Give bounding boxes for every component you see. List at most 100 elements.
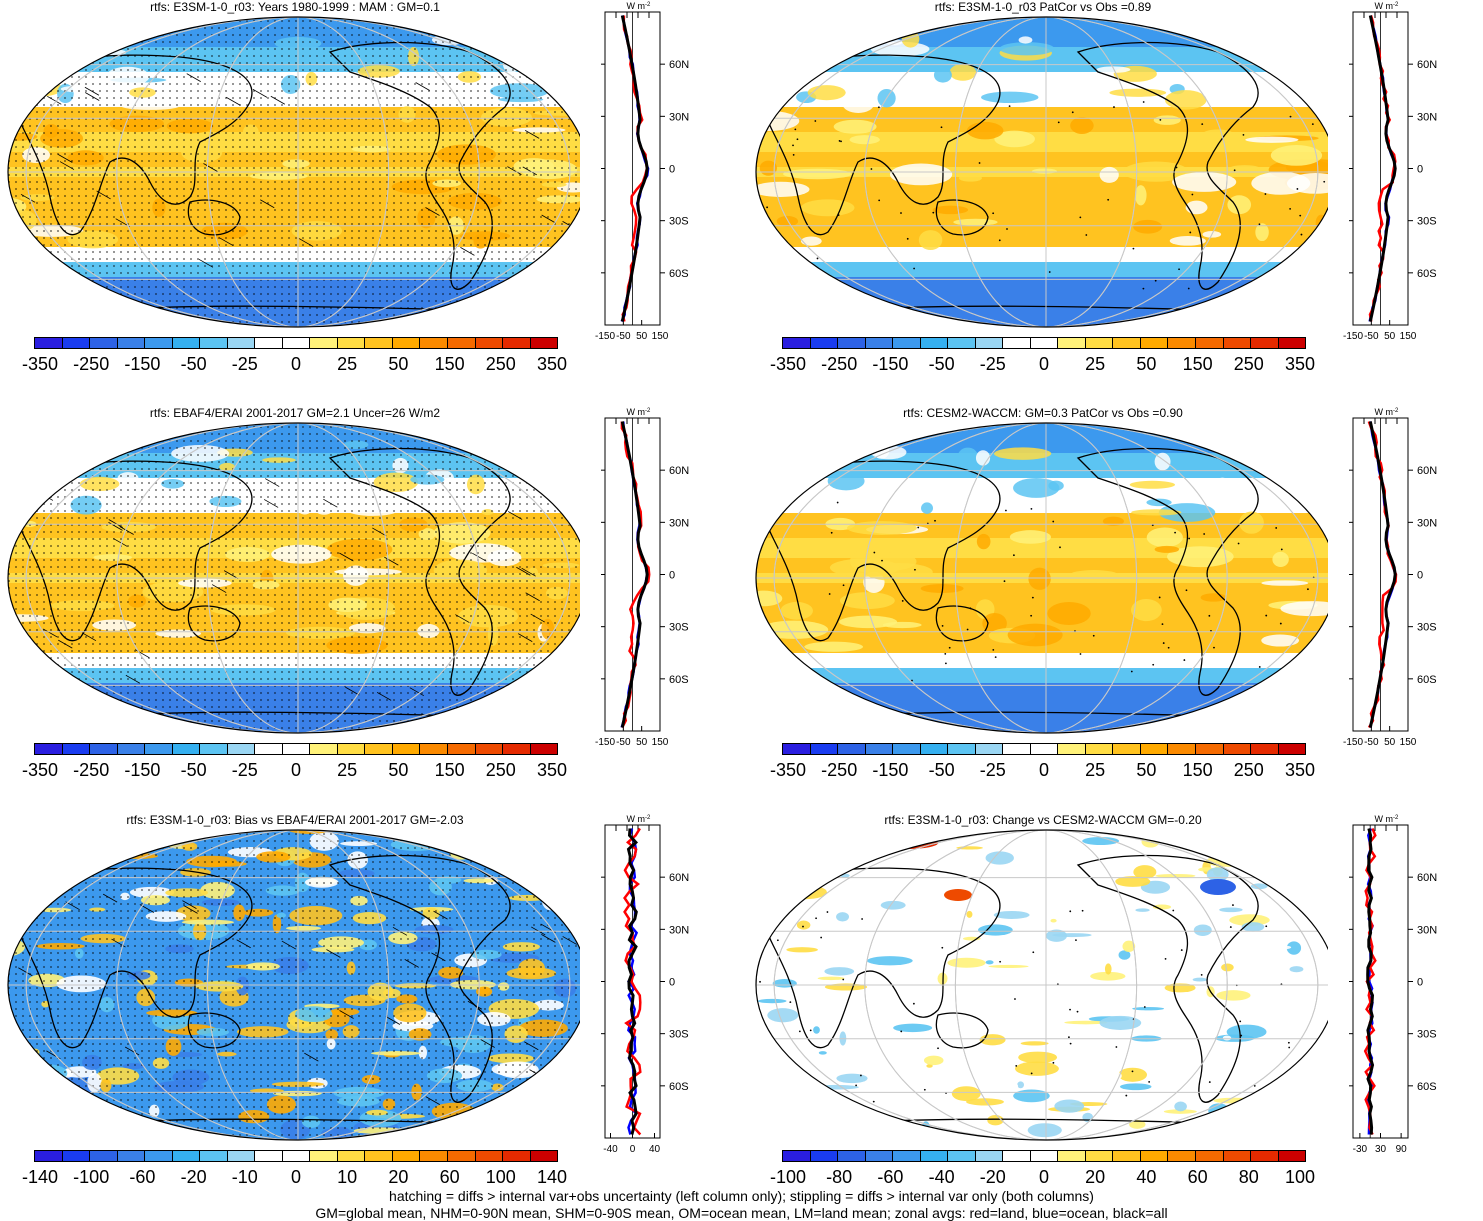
panel-title: rtfs: E3SM-1-0_r03: Change vs CESM2-WACC…	[884, 813, 1202, 827]
colorbar-label: 150	[434, 354, 465, 374]
lat-tick-label: 30N	[669, 111, 689, 123]
colorbar-swatch	[200, 1151, 228, 1161]
colorbar-swatch	[35, 1151, 63, 1161]
colorbar-label: -25	[231, 760, 258, 780]
zonal-tick-label: 30	[1375, 1144, 1387, 1155]
colorbar-swatch	[1168, 338, 1196, 348]
colorbar-label: -50	[928, 760, 955, 780]
lat-tick-label: 60S	[669, 1081, 689, 1093]
zonal-tick-label: 0	[630, 1144, 636, 1155]
colorbar-swatch	[920, 1151, 949, 1161]
colorbar-label: -150	[872, 760, 909, 780]
colorbar-label: 50	[388, 354, 409, 374]
lat-tick-label: 0	[1417, 977, 1423, 989]
zonal-unit-label: W m-2	[627, 407, 651, 417]
lat-tick-label: 0	[1417, 164, 1423, 176]
colorbar-swatch	[337, 1151, 366, 1161]
colorbar-label: 350	[536, 354, 568, 374]
colorbar-swatch	[282, 1151, 311, 1161]
colorbar-labels: -350 -250 -150 -50 -25 0 25 50 150 250 350	[22, 760, 567, 782]
lat-tick-label: 30S	[669, 1029, 689, 1041]
lat-tick-label: 60N	[1417, 465, 1437, 477]
colorbar-swatch	[1251, 338, 1279, 348]
colorbar-swatch	[810, 338, 839, 348]
colorbar-swatch	[810, 744, 839, 754]
colorbar-label: 0	[1038, 760, 1050, 780]
colorbar-swatch	[172, 1151, 201, 1161]
colorbar-swatch	[1278, 744, 1306, 754]
lat-tick-label: 60S	[1417, 674, 1437, 686]
all-zonal-line	[620, 421, 649, 728]
land-zonal-line	[621, 15, 649, 322]
colorbar-label: -60	[877, 1167, 904, 1187]
lat-tick-label: 60N	[669, 465, 689, 477]
zonal-tick-label: 150	[652, 737, 669, 748]
zonal-tick-label: -150	[595, 737, 615, 748]
zonal-tick-label: 150	[1400, 331, 1417, 342]
map-panel: rtfs: CESM2-WACCM: GM=0.3 PatCor vs Obs …	[748, 406, 1483, 811]
lat-tick-label: 60S	[669, 674, 689, 686]
zonal-average-plot: 60N 30N 0 30S 60S W m-2 -40 0 40	[601, 814, 689, 1155]
land-zonal-line	[1368, 15, 1397, 322]
colorbar-label: -50	[928, 354, 955, 374]
colorbar-swatch	[420, 1151, 448, 1161]
colorbar-label: -250	[821, 760, 858, 780]
colorbar-swatch	[975, 744, 1004, 754]
colorbar-swatch	[1195, 338, 1224, 348]
colorbar-swatch	[392, 1151, 421, 1161]
colorbar-label: -150	[124, 354, 161, 374]
colorbar-swatch	[948, 338, 976, 348]
colorbar-swatch	[1140, 338, 1169, 348]
map-projection	[7, 16, 580, 328]
map-panel: rtfs: EBAF4/ERAI 2001-2017 GM=2.1 Uncer=…	[0, 406, 740, 811]
colorbar	[34, 743, 558, 755]
lat-tick-label: 30S	[1417, 216, 1437, 228]
colorbar-label: -150	[872, 354, 909, 374]
zonal-tick-label: -150	[1343, 331, 1363, 342]
colorbar-swatch	[420, 338, 448, 348]
lat-tick-label: 30N	[669, 924, 689, 936]
colorbar-label: 60	[439, 1167, 460, 1187]
zonal-tick-label: -150	[595, 331, 615, 342]
zonal-tick-label: -50	[616, 737, 631, 748]
colorbar-swatch	[310, 338, 338, 348]
colorbar-label: 25	[1085, 354, 1106, 374]
colorbar-labels: -100 -80 -60 -40 -20 0 20 40 60 80 100	[770, 1167, 1315, 1189]
colorbar-label: 100	[485, 1167, 516, 1187]
colorbar-label: 0	[1038, 1167, 1050, 1187]
colorbar-swatch	[503, 1151, 531, 1161]
panel-title: rtfs: E3SM-1-0_r03: Bias vs EBAF4/ERAI 2…	[126, 813, 464, 827]
map-projection	[7, 829, 580, 1141]
colorbar-swatch	[117, 744, 146, 754]
colorbar-swatch	[1140, 744, 1169, 754]
ocean-zonal-line	[620, 421, 649, 728]
colorbar-swatch	[1085, 338, 1114, 348]
colorbar-label: 25	[337, 354, 358, 374]
colorbar-swatch	[35, 338, 63, 348]
colorbar-swatch	[392, 338, 421, 348]
colorbar-label: -80	[826, 1167, 853, 1187]
colorbar-swatch	[117, 1151, 146, 1161]
colorbar-label: 250	[1233, 354, 1264, 374]
map-panel: rtfs: E3SM-1-0_r03: Bias vs EBAF4/ERAI 2…	[0, 813, 740, 1218]
colorbar-swatch	[62, 1151, 91, 1161]
zonal-tick-label: 150	[1400, 737, 1417, 748]
colorbar-swatch	[1223, 1151, 1252, 1161]
lat-tick-label: 60N	[1417, 872, 1437, 884]
zonal-unit-label: W m-2	[1375, 814, 1399, 824]
colorbar-label: 250	[485, 354, 516, 374]
colorbar-swatch	[1140, 1151, 1169, 1161]
colorbar-swatch	[1003, 1151, 1031, 1161]
colorbar-swatch	[365, 338, 393, 348]
colorbar-swatch	[1058, 1151, 1086, 1161]
lat-tick-label: 60S	[669, 268, 689, 280]
lat-tick-label: 60N	[669, 59, 689, 71]
colorbar-label: -40	[928, 1167, 955, 1187]
colorbar-swatch	[530, 338, 558, 348]
colorbar-swatch	[1168, 744, 1196, 754]
lat-tick-label: 60S	[1417, 268, 1437, 280]
zonal-unit-label: W m-2	[1375, 407, 1399, 417]
colorbar-label: 0	[1038, 354, 1050, 374]
colorbar-label: -60	[129, 1167, 156, 1187]
zonal-tick-label: 50	[1384, 331, 1396, 342]
